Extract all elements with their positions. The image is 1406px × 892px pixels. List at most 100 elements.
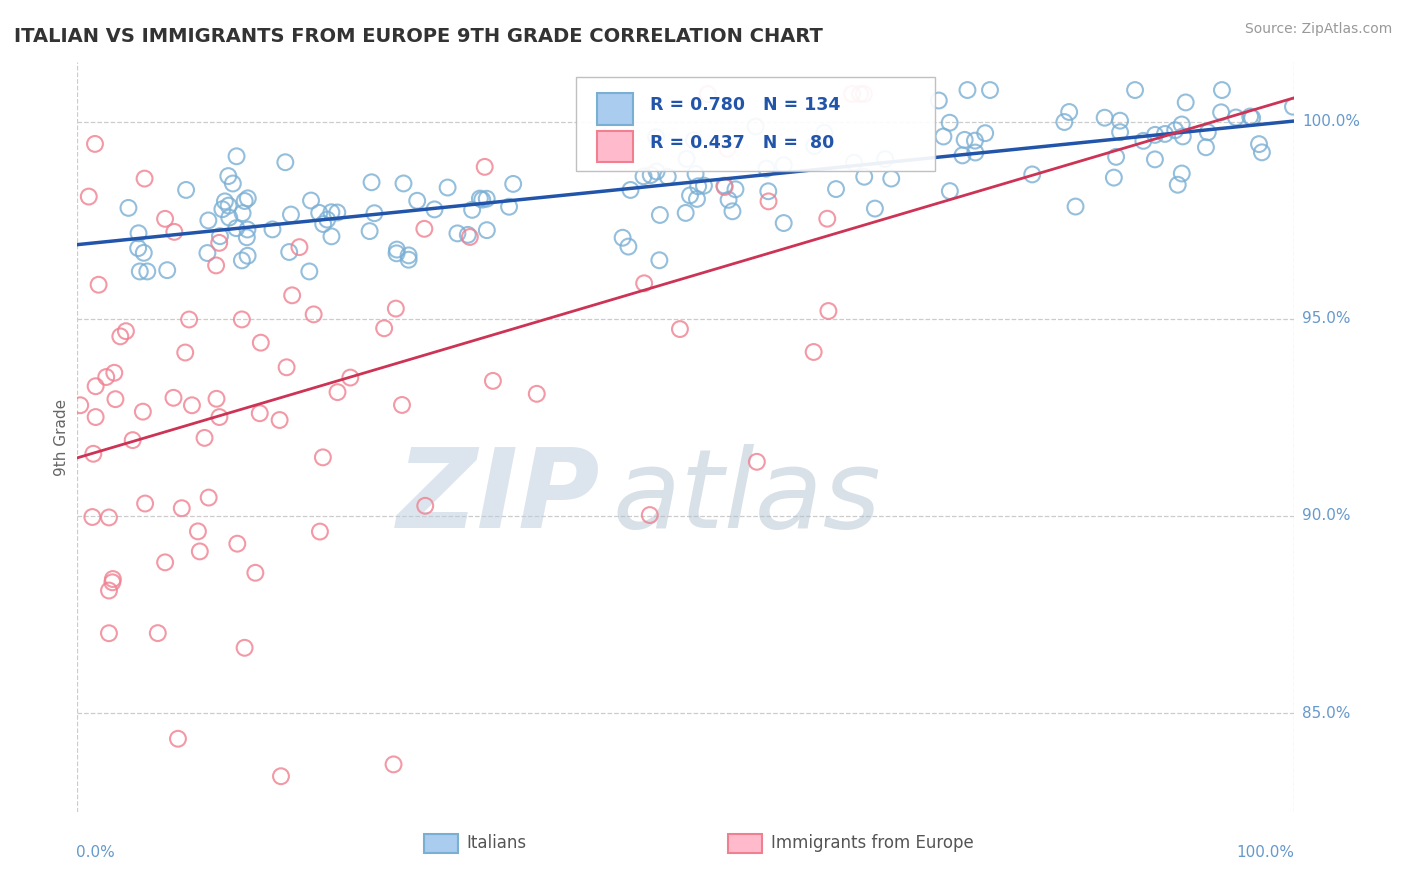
Point bbox=[863, 202, 886, 216]
Point bbox=[974, 126, 997, 140]
Point bbox=[127, 241, 149, 255]
Point bbox=[316, 212, 339, 227]
Point bbox=[87, 277, 110, 292]
Point bbox=[77, 189, 100, 203]
Point bbox=[281, 288, 304, 302]
Point bbox=[231, 312, 253, 326]
Point bbox=[645, 164, 668, 178]
Point bbox=[96, 370, 118, 384]
Point bbox=[226, 537, 249, 551]
Point bbox=[363, 206, 385, 220]
Point bbox=[875, 152, 897, 166]
Point bbox=[187, 524, 209, 539]
Point bbox=[225, 221, 247, 235]
Point bbox=[101, 572, 124, 586]
Point bbox=[146, 626, 169, 640]
Point bbox=[211, 202, 233, 217]
Point bbox=[1239, 110, 1261, 124]
Point bbox=[167, 731, 190, 746]
Point bbox=[1174, 95, 1197, 110]
Point bbox=[461, 202, 484, 217]
Point bbox=[382, 757, 405, 772]
Point bbox=[115, 324, 138, 338]
Point bbox=[101, 575, 124, 590]
Point bbox=[669, 322, 692, 336]
Point bbox=[853, 169, 876, 184]
Point bbox=[193, 431, 215, 445]
Point bbox=[640, 168, 662, 182]
Point bbox=[298, 264, 321, 278]
Point bbox=[612, 231, 634, 245]
Point bbox=[97, 626, 120, 640]
Text: 95.0%: 95.0% bbox=[1302, 311, 1350, 326]
Point bbox=[633, 277, 655, 291]
Point bbox=[686, 192, 709, 206]
Point bbox=[1211, 83, 1233, 97]
Point bbox=[312, 450, 335, 465]
Point bbox=[385, 243, 408, 257]
Point bbox=[134, 171, 156, 186]
Point bbox=[174, 183, 197, 197]
Point bbox=[1021, 168, 1043, 182]
Point bbox=[633, 169, 655, 184]
Point bbox=[679, 188, 702, 202]
Point bbox=[471, 193, 494, 207]
Text: 100.0%: 100.0% bbox=[1302, 114, 1360, 129]
Text: R = 0.437   N =  80: R = 0.437 N = 80 bbox=[650, 134, 834, 152]
Text: 0.0%: 0.0% bbox=[76, 846, 115, 861]
FancyBboxPatch shape bbox=[728, 834, 762, 853]
Point bbox=[136, 264, 159, 278]
Point bbox=[82, 510, 104, 524]
Point bbox=[269, 413, 291, 427]
Point bbox=[280, 208, 302, 222]
Point bbox=[1247, 137, 1270, 152]
Point bbox=[713, 178, 735, 193]
Point bbox=[457, 227, 479, 242]
Point bbox=[956, 83, 979, 97]
Point bbox=[156, 263, 179, 277]
Text: 90.0%: 90.0% bbox=[1302, 508, 1350, 524]
Point bbox=[188, 544, 211, 558]
Point bbox=[217, 169, 239, 183]
Point bbox=[619, 183, 641, 197]
Text: atlas: atlas bbox=[613, 443, 882, 550]
Point bbox=[117, 201, 139, 215]
Point bbox=[815, 211, 838, 226]
Point bbox=[360, 175, 382, 189]
Point bbox=[339, 370, 361, 384]
Point bbox=[84, 410, 107, 425]
Point bbox=[758, 194, 780, 209]
Point bbox=[1167, 178, 1189, 192]
Point bbox=[1064, 200, 1087, 214]
Point bbox=[482, 374, 505, 388]
Text: Source: ZipAtlas.com: Source: ZipAtlas.com bbox=[1244, 22, 1392, 37]
Point bbox=[98, 510, 121, 524]
Point bbox=[391, 398, 413, 412]
Point bbox=[813, 126, 835, 140]
FancyBboxPatch shape bbox=[596, 93, 633, 125]
Point bbox=[153, 211, 176, 226]
Point bbox=[979, 83, 1001, 97]
Point bbox=[84, 136, 107, 151]
Point bbox=[852, 87, 875, 101]
Point bbox=[474, 160, 496, 174]
Point bbox=[98, 583, 121, 598]
Point bbox=[69, 398, 91, 412]
Point bbox=[197, 246, 219, 260]
Point bbox=[249, 406, 271, 420]
Point bbox=[1109, 113, 1132, 128]
Point bbox=[645, 130, 668, 145]
Point bbox=[1164, 123, 1187, 137]
Point bbox=[174, 345, 197, 359]
Point bbox=[299, 194, 322, 208]
Point bbox=[713, 180, 735, 194]
Point bbox=[717, 193, 740, 207]
Point bbox=[1225, 111, 1247, 125]
Point bbox=[1241, 111, 1264, 125]
Point bbox=[1144, 128, 1167, 142]
Point bbox=[392, 177, 415, 191]
Point bbox=[475, 192, 498, 206]
Point bbox=[1197, 125, 1219, 139]
Point bbox=[208, 410, 231, 425]
Point bbox=[617, 239, 640, 253]
